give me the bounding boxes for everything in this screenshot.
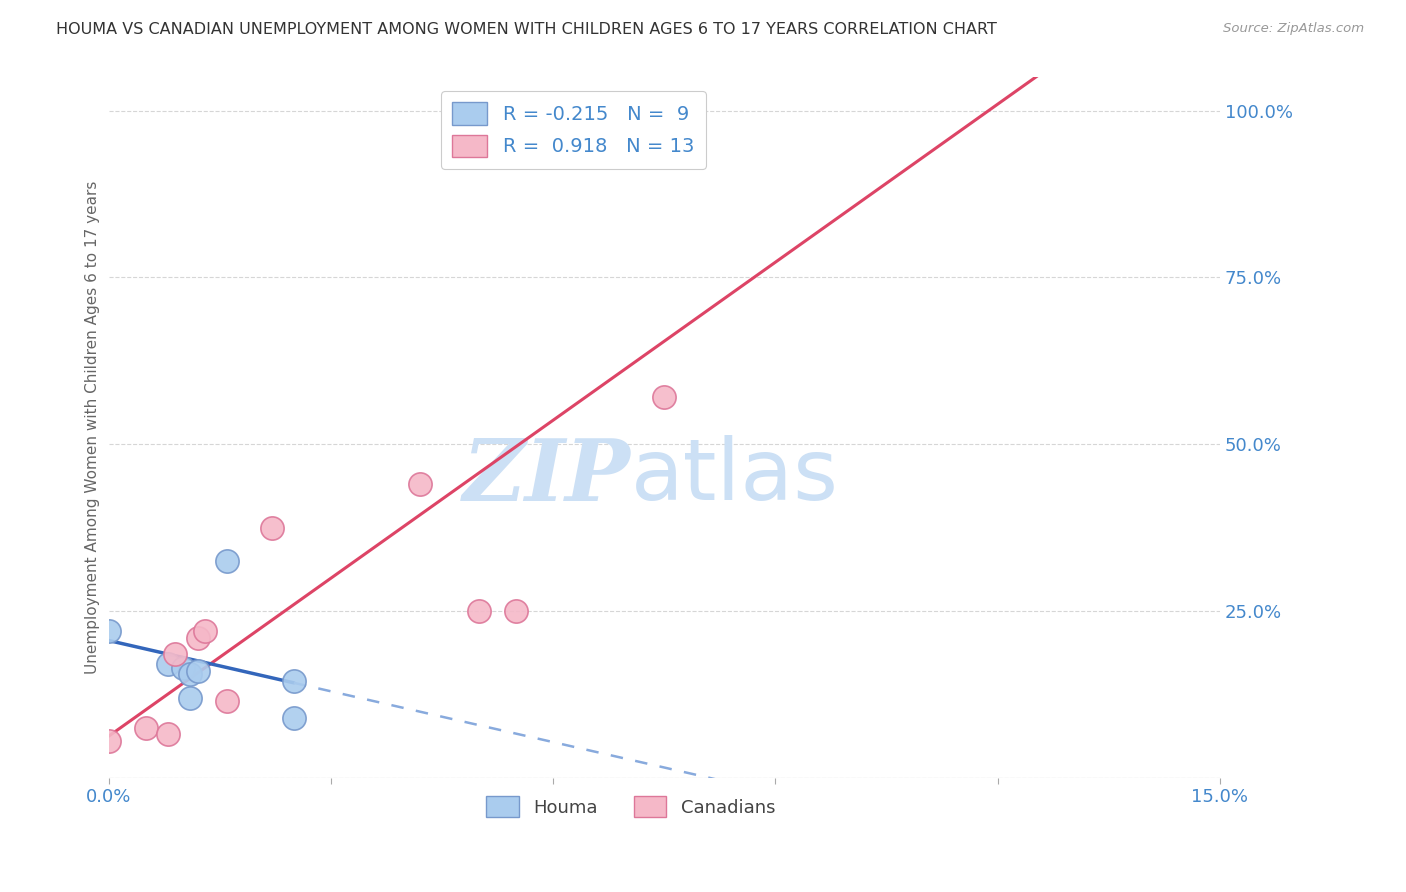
- Point: [616, 120, 638, 135]
- Point: [179, 690, 201, 705]
- Legend: Houma, Canadians: Houma, Canadians: [479, 789, 783, 824]
- Point: [260, 520, 283, 534]
- Point: [187, 664, 209, 678]
- Point: [97, 624, 120, 638]
- Text: ZIP: ZIP: [463, 434, 631, 518]
- Point: [172, 660, 194, 674]
- Point: [179, 667, 201, 681]
- Point: [157, 727, 180, 741]
- Point: [217, 554, 239, 568]
- Point: [652, 391, 675, 405]
- Text: Source: ZipAtlas.com: Source: ZipAtlas.com: [1223, 22, 1364, 36]
- Point: [187, 631, 209, 645]
- Point: [505, 604, 527, 618]
- Point: [409, 477, 432, 491]
- Point: [97, 734, 120, 748]
- Text: atlas: atlas: [631, 435, 839, 518]
- Point: [165, 647, 187, 661]
- Point: [194, 624, 217, 638]
- Point: [283, 673, 305, 688]
- Text: HOUMA VS CANADIAN UNEMPLOYMENT AMONG WOMEN WITH CHILDREN AGES 6 TO 17 YEARS CORR: HOUMA VS CANADIAN UNEMPLOYMENT AMONG WOM…: [56, 22, 997, 37]
- Point: [217, 694, 239, 708]
- Point: [157, 657, 180, 672]
- Point: [283, 710, 305, 724]
- Point: [135, 721, 157, 735]
- Point: [468, 604, 491, 618]
- Y-axis label: Unemployment Among Women with Children Ages 6 to 17 years: Unemployment Among Women with Children A…: [86, 181, 100, 674]
